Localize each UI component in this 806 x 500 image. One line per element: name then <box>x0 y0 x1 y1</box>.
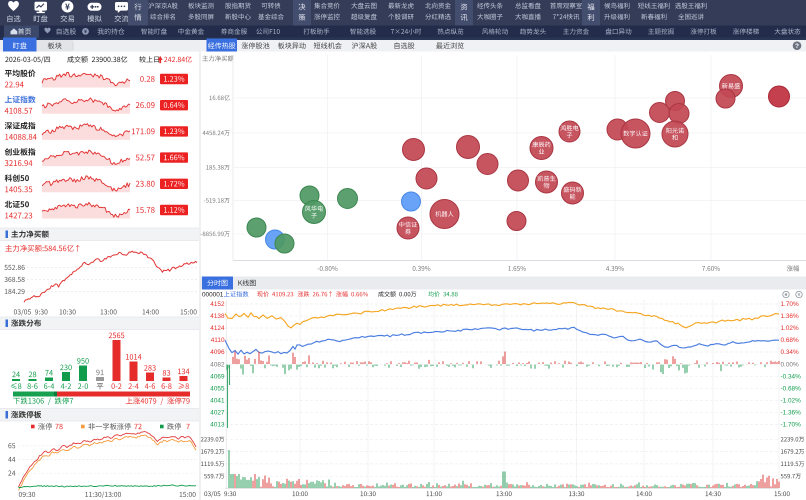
svg-text:4138: 4138 <box>210 313 225 320</box>
svg-text:4082: 4082 <box>210 362 225 369</box>
svg-text:1.36%: 1.36% <box>781 313 799 320</box>
svg-text:4027: 4027 <box>210 410 225 417</box>
svg-text:?: ? <box>795 43 799 50</box>
svg-text:0.00%: 0.00% <box>781 362 799 369</box>
svg-text:-0.68%: -0.68% <box>781 386 802 393</box>
svg-text:0.68%: 0.68% <box>781 337 799 344</box>
svg-text:4152: 4152 <box>210 301 225 308</box>
svg-text:000001: 000001 <box>202 291 224 298</box>
svg-text:1.70%: 1.70% <box>781 301 799 308</box>
svg-text:4069: 4069 <box>210 374 225 381</box>
svg-text:-1.70%: -1.70% <box>781 422 802 429</box>
svg-text:-0.34%: -0.34% <box>781 374 802 381</box>
svg-text:-1.36%: -1.36% <box>781 410 802 417</box>
svg-text:-1.02%: -1.02% <box>781 398 802 405</box>
svg-text:4013: 4013 <box>210 422 225 429</box>
svg-text:4124: 4124 <box>210 325 225 332</box>
svg-text:4041: 4041 <box>210 398 225 405</box>
svg-text:4096: 4096 <box>210 349 225 356</box>
svg-text:4110: 4110 <box>211 337 225 344</box>
svg-text:4055: 4055 <box>210 386 225 393</box>
svg-text:0.34%: 0.34% <box>781 349 799 356</box>
svg-text:1.02%: 1.02% <box>781 325 799 332</box>
